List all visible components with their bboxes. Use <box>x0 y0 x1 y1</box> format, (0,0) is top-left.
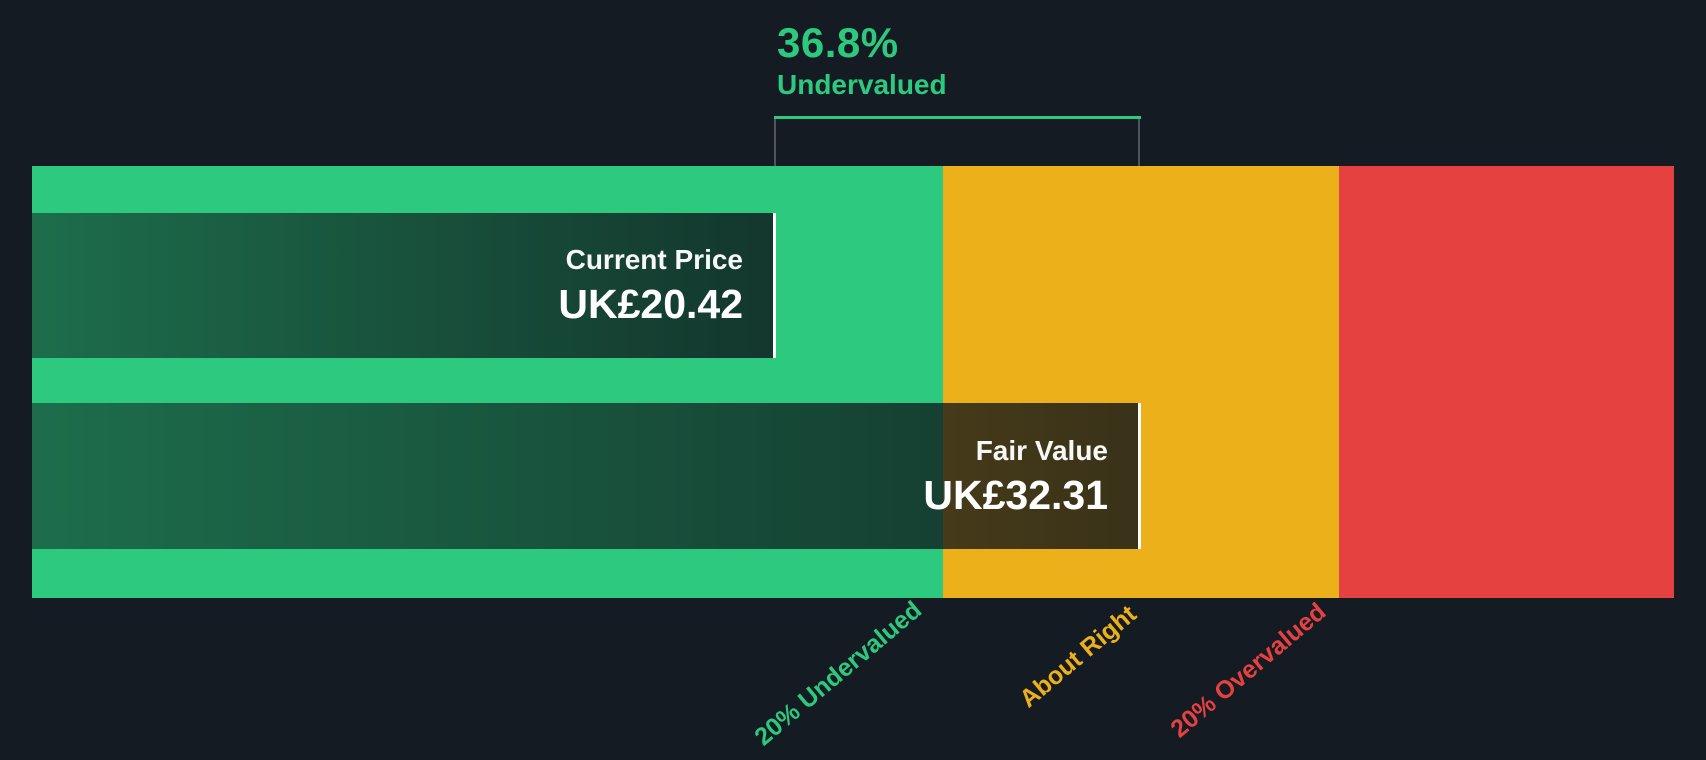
undervaluation-status: Undervalued <box>777 69 947 100</box>
fair-value-bar: Fair Value UK£32.31 <box>32 403 1141 549</box>
undervaluation-percent: 36.8% <box>777 19 899 66</box>
zone-label-undervalued: 20% Undervalued <box>749 595 928 752</box>
fair-value-guide-line <box>1138 119 1140 166</box>
zone-label-about-right: About Right <box>1014 599 1142 714</box>
bracket-line <box>774 116 1141 119</box>
fair-value-value: UK£32.31 <box>923 471 1108 518</box>
fair-value-label: Fair Value <box>975 434 1108 466</box>
current-price-label: Current Price <box>565 244 743 275</box>
overvalued-zone-segment <box>1339 166 1674 598</box>
valuation-track: Current Price UK£20.42 Fair Value UK£32.… <box>32 166 1674 598</box>
current-price-value: UK£20.42 <box>558 281 743 327</box>
current-price-bar: Current Price UK£20.42 <box>32 213 776 358</box>
valuation-annotation: 36.8% Undervalued <box>777 20 947 102</box>
current-price-guide-line <box>774 119 776 166</box>
zone-label-overvalued: 20% Overvalued <box>1165 597 1332 744</box>
